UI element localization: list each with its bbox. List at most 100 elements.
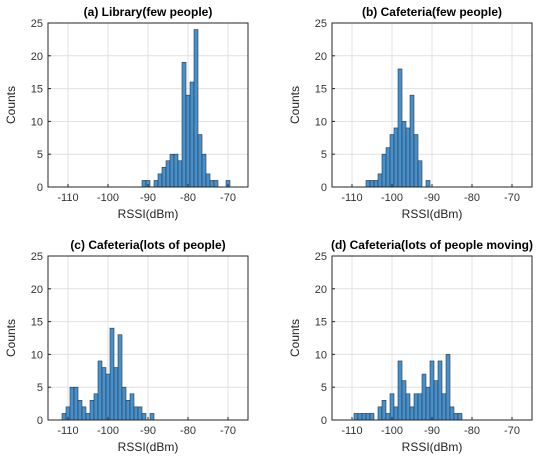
panel-d-xtick-label: -90 <box>424 425 440 437</box>
panel-d-bar <box>413 393 419 421</box>
panel-a-bar <box>181 62 187 188</box>
panel-d-title: (d) Cafeteria(lots of people moving) <box>331 238 533 252</box>
panel-b-bar <box>369 180 375 188</box>
panel-a-bars <box>141 29 231 188</box>
panel-a-ylabel: Counts <box>4 86 18 124</box>
panel-c-ytick-label: 10 <box>31 349 43 361</box>
panel-c-ytick-label: 15 <box>31 317 43 329</box>
panel-c-xlabel: RSSI(dBm) <box>118 440 179 454</box>
panel-b-ylabel: Counts <box>288 86 302 124</box>
panel-a-bar <box>193 29 199 188</box>
panel-c-bar <box>113 367 119 421</box>
panel-d-bar <box>393 406 399 421</box>
panel-a-bar <box>173 153 179 188</box>
panel-b-bar <box>409 94 415 188</box>
panel-d-ytick-label: 15 <box>315 317 327 329</box>
panel-d-xtick-label: -110 <box>341 425 362 437</box>
panel-d-bar <box>421 373 427 421</box>
panel-c-bar <box>81 406 87 421</box>
panel-b-bar <box>377 173 383 188</box>
panel-d-bar <box>357 413 363 421</box>
panel-b-bar <box>389 134 395 188</box>
panel-a-bar <box>141 180 147 188</box>
panel-d-bar <box>381 400 387 421</box>
panel-a-bar <box>197 134 203 188</box>
panel-c-bar <box>85 413 91 421</box>
panel-d-xtick-label: -100 <box>381 425 403 437</box>
panel-d-ytick-label: 20 <box>315 284 327 296</box>
panel-d-bar <box>377 406 383 421</box>
panel-b-ytick-label: 10 <box>315 116 327 128</box>
panel-c-bar <box>117 334 123 421</box>
panel-d-bar <box>409 406 415 421</box>
panel-c-bar <box>149 413 155 421</box>
panel-c-bar <box>137 406 143 421</box>
panel-c-xtick-label: -110 <box>57 425 78 437</box>
panel-b-ytick-label: 25 <box>315 18 327 30</box>
panel-a-bar <box>157 173 163 188</box>
panel-b-xlabel: RSSI(dBm) <box>402 207 463 221</box>
panel-a-xtick-label: -80 <box>180 192 196 204</box>
panel-c-xtick-label: -90 <box>140 425 156 437</box>
panel-a-bar <box>201 153 207 188</box>
panel-c-bar <box>61 413 67 421</box>
panel-d-ytick-label: 5 <box>321 382 327 394</box>
panel-b-xtick-label: -110 <box>341 192 362 204</box>
panel-c-bar <box>129 393 135 421</box>
panel-a-ytick-label: 0 <box>37 182 43 194</box>
panel-c-xtick-label: -80 <box>180 425 196 437</box>
panel-a-ytick-label: 20 <box>31 51 43 63</box>
panel-c-ytick-label: 25 <box>31 251 43 263</box>
panel-c-xtick-label: -100 <box>97 425 119 437</box>
panel-a-ticks: -110 -100 -90 -80 -70 0 5 10 15 20 25 <box>31 18 236 204</box>
panel-a-bar <box>177 160 183 188</box>
panel-c-bar <box>69 386 75 421</box>
panel-d-bar <box>361 413 367 421</box>
panel-b-bar <box>385 147 391 188</box>
panel-d-bar <box>417 393 423 421</box>
panel-d-bar <box>405 393 411 421</box>
panel-a-bar <box>161 167 167 188</box>
panel-a-ytick-label: 10 <box>31 116 43 128</box>
panel-b-bars <box>365 68 431 188</box>
panel-c-ytick-label: 5 <box>37 382 43 394</box>
panel-a-bar <box>185 94 191 188</box>
panel-a-bar <box>209 180 215 188</box>
panel-c-bar <box>73 386 79 421</box>
panel-d-bar <box>389 393 395 421</box>
panel-c-bar <box>121 386 127 421</box>
panel-c-xtick-label: -70 <box>220 425 236 437</box>
panel-b-bar <box>401 121 407 188</box>
panel-d-bar <box>425 386 431 421</box>
panel-a-xtick-label: -90 <box>140 192 156 204</box>
panel-c-bar <box>77 400 83 421</box>
panel-d-ytick-label: 10 <box>315 349 327 361</box>
panel-c-bar <box>133 406 139 421</box>
panel-b-bar <box>425 180 431 188</box>
panel-d-bar <box>445 354 451 421</box>
panel-b-ytick-label: 15 <box>315 84 327 96</box>
panel-c-bar <box>105 373 111 421</box>
panel-b-xtick-label: -100 <box>381 192 403 204</box>
panel-c-title: (c) Cafeteria(lots of people) <box>70 238 225 252</box>
panel-a-xtick-label: -70 <box>220 192 236 204</box>
panel-b-bar <box>373 180 379 188</box>
panel-d-bar <box>401 380 407 421</box>
panel-d-xtick-label: -70 <box>504 425 520 437</box>
panel-b: (b) Cafeteria(few people) RSSI(dBm) Coun… <box>288 5 533 221</box>
panel-a-bar <box>189 81 195 188</box>
panel-d-bar <box>433 380 439 421</box>
panel-a-bar <box>205 173 211 188</box>
panel-c-bar <box>101 367 107 421</box>
panel-b-bar <box>397 68 403 188</box>
panel-d-bar <box>365 413 371 421</box>
panel-d-bar <box>397 360 403 421</box>
panel-d-bar <box>437 360 443 421</box>
panel-d-bar <box>369 413 375 421</box>
panel-b-bar <box>381 153 387 188</box>
panel-a-ytick-label: 5 <box>37 149 43 161</box>
panel-a-xlabel: RSSI(dBm) <box>118 207 179 221</box>
panel-d-bars <box>353 354 463 421</box>
panel-a-bar <box>165 160 171 188</box>
